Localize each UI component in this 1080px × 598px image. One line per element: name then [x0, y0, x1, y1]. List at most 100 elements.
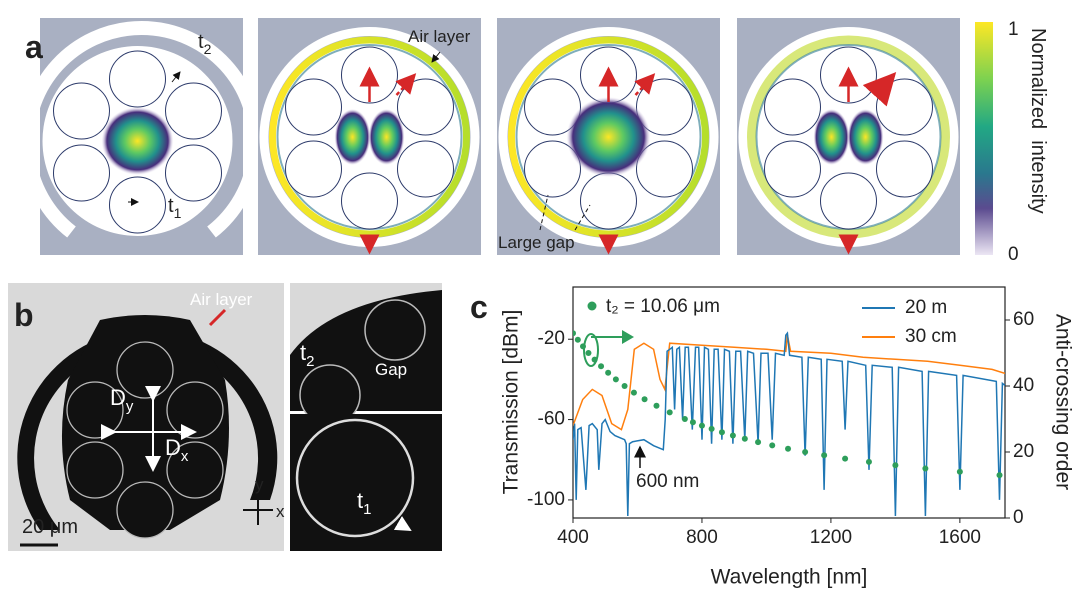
data-point: [755, 439, 762, 446]
annotation-sub: x: [181, 448, 189, 465]
data-point: [821, 452, 828, 459]
axis-indicator: [622, 330, 634, 344]
annotation-sub: 2: [204, 41, 212, 57]
data-point: [922, 465, 929, 472]
data-point: [956, 468, 963, 475]
capillary: [285, 140, 342, 198]
capillary: [341, 172, 398, 230]
pointer: [539, 194, 549, 231]
jacket: [20, 21, 263, 238]
data-point: [666, 409, 673, 416]
arrow: [862, 72, 897, 107]
axis-label: x: [276, 502, 285, 521]
y2-tick-label: 0: [1013, 507, 1024, 528]
data-point: [842, 455, 849, 462]
data-point: [729, 432, 736, 439]
data-point: [612, 376, 619, 383]
annotation-sub: 1: [363, 501, 371, 518]
arrow: [395, 73, 417, 96]
capillary: [876, 140, 933, 198]
capillary: [109, 176, 166, 234]
colorbar-tick-label: 0: [1008, 244, 1019, 265]
annotation-main: t: [357, 488, 363, 513]
panel-b: [8, 283, 442, 551]
mode: [813, 109, 850, 165]
plot-area: [573, 330, 1005, 517]
annotation: Gap: [375, 360, 407, 379]
data-point: [689, 419, 696, 426]
data-point: [681, 416, 688, 422]
colorbar: [975, 22, 993, 255]
data-point: [630, 389, 637, 396]
y2-tick-label: 20: [1013, 441, 1034, 462]
x-tick-label: 1600: [939, 527, 981, 548]
mode: [847, 109, 884, 165]
annotation-sub: 2: [306, 353, 314, 370]
data-point: [573, 330, 576, 337]
data-point: [598, 363, 605, 370]
capillary: [820, 172, 877, 230]
data-point: [605, 369, 612, 376]
capillary: [165, 144, 222, 202]
data-point: [996, 472, 1003, 479]
annotation-main: D: [165, 435, 181, 460]
capillary: [764, 78, 821, 136]
capillary: [285, 78, 342, 136]
x-tick-label: 400: [557, 527, 589, 548]
y2-tick-label: 40: [1013, 375, 1034, 396]
axis-indicator: [583, 333, 599, 367]
annotation: t2: [300, 340, 314, 370]
data-point: [698, 422, 705, 429]
annotation: t2: [198, 31, 212, 57]
y-tick-label: -100: [527, 489, 565, 510]
mode: [368, 109, 405, 165]
panel-label: a: [25, 29, 43, 65]
scale-label: 20 μm: [22, 516, 78, 538]
panel-label: b: [14, 297, 34, 333]
x-tick-label: 1200: [810, 527, 852, 548]
legend-label: 20 m: [905, 297, 947, 318]
data-point: [718, 429, 725, 436]
annotation: Dy: [110, 385, 134, 415]
x-tick-label: 800: [686, 527, 718, 548]
data-point: [653, 402, 660, 409]
capillary: [397, 140, 454, 198]
annotation-sub: y: [126, 398, 134, 415]
data-point: [621, 383, 628, 389]
data-point: [641, 396, 648, 403]
capillary: [53, 82, 110, 140]
annotation: 600 nm: [636, 471, 699, 492]
y2-tick-label: 60: [1013, 309, 1034, 330]
annotation-main: t: [300, 340, 306, 365]
capillary: [524, 78, 581, 136]
data-line: [573, 331, 1005, 517]
data-point: [585, 350, 592, 356]
data-point: [785, 445, 792, 452]
mode: [101, 107, 174, 175]
data-point: [865, 458, 872, 465]
mode: [334, 109, 371, 165]
legend-label: t₂ = 10.06 μm: [606, 296, 720, 317]
data-point: [741, 435, 748, 442]
annotation: Air layer: [190, 290, 253, 309]
annotation: Large gap: [498, 233, 575, 252]
annotation-main: t: [168, 195, 174, 217]
capillary: [165, 82, 222, 140]
annotation-sub: 1: [174, 205, 182, 221]
colorbar-tick-label: 1: [1008, 19, 1019, 40]
capillary: [53, 144, 110, 202]
capillary: [636, 140, 693, 198]
annotation: Dx: [165, 435, 189, 465]
data-line: [573, 335, 1005, 431]
arrow: [634, 73, 656, 96]
pointer: [431, 51, 441, 63]
annotation: t1: [357, 488, 371, 518]
pointer: [171, 71, 181, 83]
y2-axis-title: Anti-crossing order: [1051, 314, 1074, 490]
axis-label: y: [255, 475, 264, 494]
y-axis-title: Transmission [dBm]: [500, 310, 523, 495]
capillary: [580, 172, 637, 230]
y-tick-label: -60: [538, 409, 565, 430]
